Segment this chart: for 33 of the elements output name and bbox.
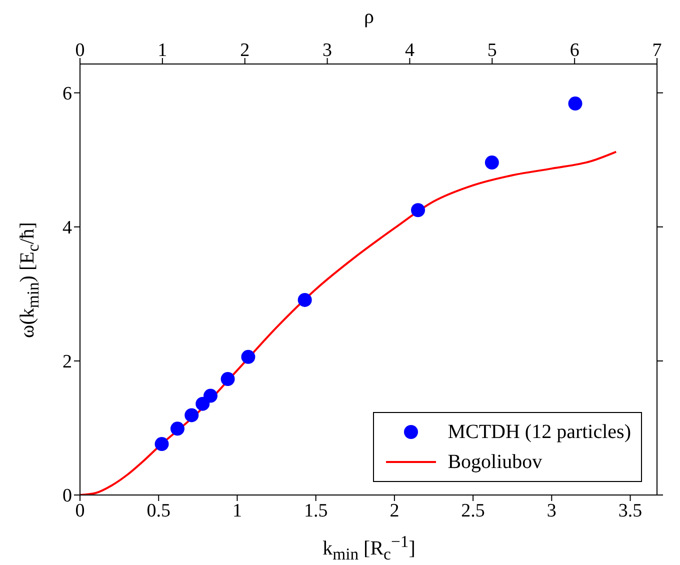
x-tick-label: 3 — [546, 500, 556, 522]
point — [484, 156, 499, 170]
y-tick-label: 6 — [62, 84, 72, 105]
x2-tick-label: 6 — [570, 40, 580, 61]
point — [411, 203, 426, 218]
x2-tick-label: 5 — [487, 40, 497, 61]
y-tick-label: 4 — [62, 218, 72, 239]
x-tick-label: 1 — [232, 500, 242, 522]
x-tick-label: 3.5 — [618, 500, 642, 522]
point — [203, 388, 218, 403]
x-axis-title: k$_{min}$ [R$_{c}$$^{−1}$] — [322, 532, 416, 565]
x2-axis-title: ρ — [364, 6, 374, 29]
x2-tick-label: 4 — [404, 40, 415, 61]
point — [196, 396, 210, 411]
point — [184, 408, 199, 422]
point — [154, 437, 169, 452]
y-tick-label: 2 — [62, 352, 72, 373]
x2-tick-label: 3 — [322, 40, 332, 61]
x2-tick-label: 1 — [158, 40, 168, 61]
legend-label: Bogoliubov — [448, 450, 542, 474]
x-tick-label: 2 — [390, 500, 400, 522]
y-tick-label: 0 — [62, 486, 72, 507]
x2-tick-label: 7 — [652, 40, 662, 61]
legend-label: MCTDH (12 particles) — [448, 420, 631, 444]
x-tick-label: 0.5 — [146, 500, 170, 522]
point — [220, 372, 235, 386]
x2-tick-label: 2 — [240, 40, 250, 61]
point — [170, 422, 184, 436]
point — [241, 350, 256, 364]
x-tick-label: 2.5 — [461, 500, 485, 522]
point — [568, 96, 582, 111]
x-tick-label: 1.5 — [304, 500, 328, 522]
point — [298, 292, 312, 307]
